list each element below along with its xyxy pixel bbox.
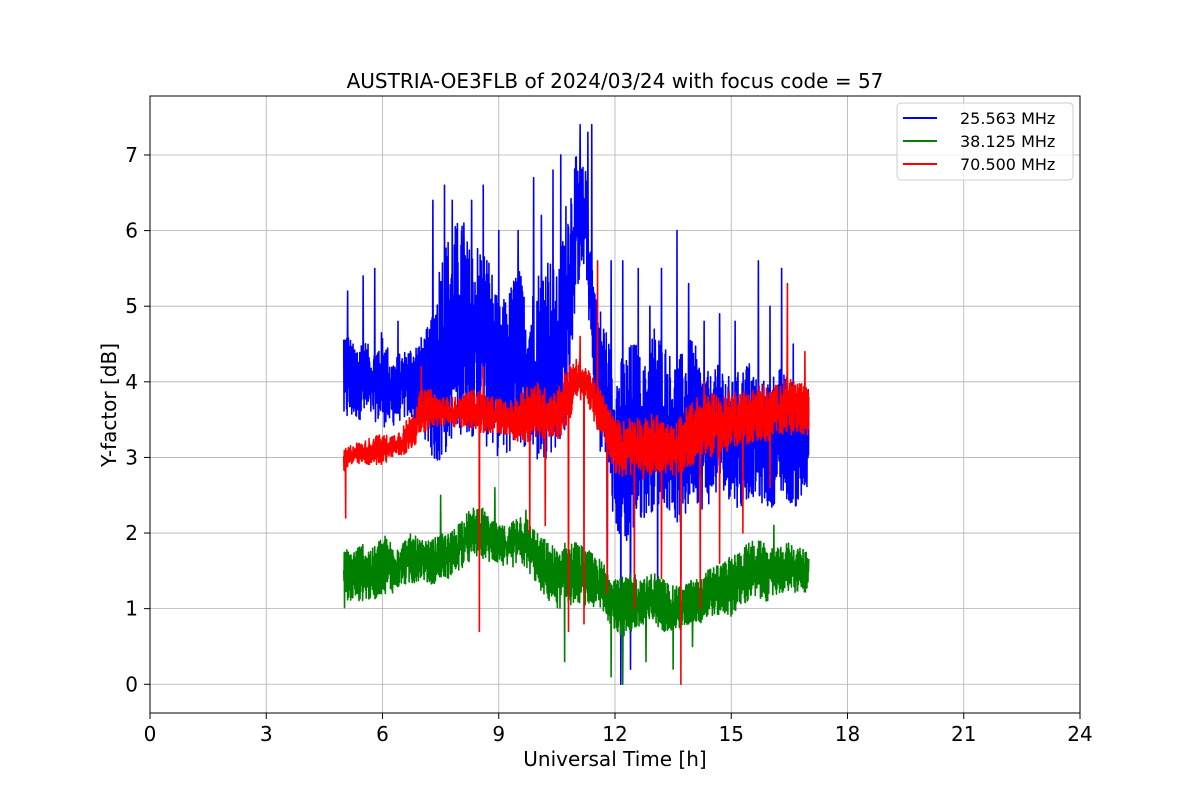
chart-title: AUSTRIA-OE3FLB of 2024/03/24 with focus …: [347, 69, 884, 93]
y-axis-label: Y-factor [dB]: [97, 343, 121, 468]
x-tick-label: 3: [260, 722, 273, 746]
y-tick-label: 3: [125, 445, 138, 469]
y-tick-label: 5: [125, 294, 138, 318]
y-tick-label: 6: [125, 219, 138, 243]
legend-label-1: 25.563 MHz: [960, 109, 1055, 128]
x-tick-label: 18: [835, 722, 860, 746]
y-tick-label: 7: [125, 143, 138, 167]
series-line-2: [342, 486, 810, 686]
x-tick-label: 6: [376, 722, 389, 746]
legend-label-3: 70.500 MHz: [960, 155, 1055, 174]
series-line-3: [342, 260, 810, 686]
x-tick-label: 24: [1067, 722, 1092, 746]
x-axis-label: Universal Time [h]: [523, 747, 706, 771]
legend-label-2: 38.125 MHz: [960, 132, 1055, 151]
x-tick-label: 15: [719, 722, 744, 746]
y-tick-label: 2: [125, 521, 138, 545]
x-tick-label: 12: [602, 722, 627, 746]
x-tick-label: 9: [492, 722, 505, 746]
legend: 25.563 MHz 38.125 MHz 70.500 MHz: [896, 102, 1074, 181]
x-tick-label: 0: [144, 722, 157, 746]
legend-box: [896, 102, 1074, 181]
series-layer: [342, 123, 810, 686]
x-tick-label: 21: [951, 722, 976, 746]
y-tick-label: 1: [125, 597, 138, 621]
y-tick-label: 4: [125, 370, 138, 394]
y-tick-label: 0: [125, 672, 138, 696]
